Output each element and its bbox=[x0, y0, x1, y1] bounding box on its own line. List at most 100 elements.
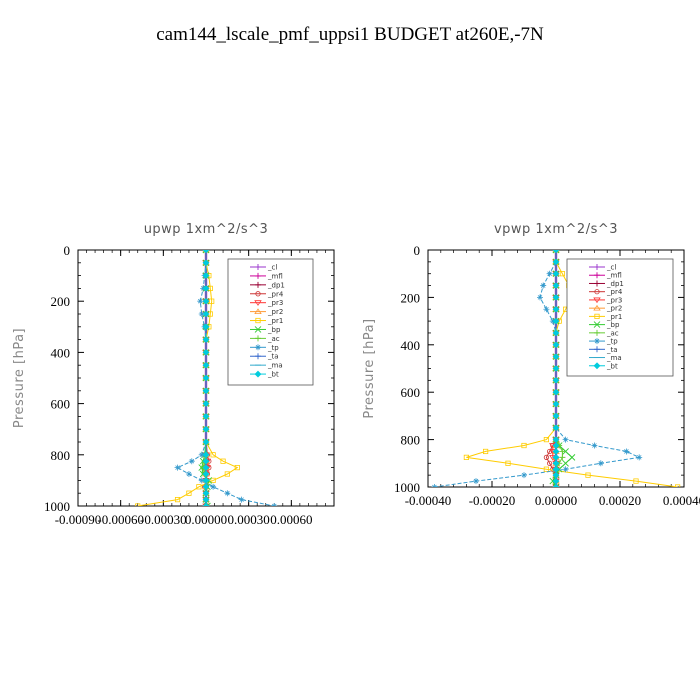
legend-entry: _bp bbox=[267, 326, 281, 334]
series-bt bbox=[202, 250, 210, 506]
data-point bbox=[552, 365, 560, 372]
y-tick-label: 400 bbox=[51, 345, 71, 360]
legend-entry: _ta bbox=[606, 346, 618, 354]
data-point bbox=[202, 284, 210, 292]
data-point bbox=[546, 270, 553, 277]
data-point bbox=[482, 448, 489, 455]
legend-marker bbox=[594, 346, 600, 353]
data-point bbox=[174, 496, 181, 503]
legend-marker bbox=[254, 308, 262, 315]
x-tick-label: -0.00040 bbox=[405, 493, 452, 508]
data-point bbox=[552, 424, 560, 432]
legend-entry: _ta bbox=[267, 353, 279, 361]
data-point bbox=[568, 454, 576, 461]
legend: _cl_mfl_dp1_pr4_pr3_pr2_pr1_bp_ac_tp_ta_… bbox=[227, 258, 314, 386]
data-point bbox=[202, 310, 210, 318]
data-point bbox=[552, 353, 560, 361]
data-point bbox=[202, 438, 210, 446]
data-point bbox=[210, 483, 217, 490]
legend-entry: _pr1 bbox=[606, 313, 622, 321]
legend-marker bbox=[593, 304, 601, 311]
data-point bbox=[202, 412, 210, 420]
data-point bbox=[209, 298, 215, 304]
data-point bbox=[202, 272, 210, 280]
data-point bbox=[210, 477, 216, 484]
data-point bbox=[174, 464, 181, 471]
y-tick-label: 400 bbox=[401, 338, 421, 353]
legend-entry: _bt bbox=[606, 362, 618, 370]
legend-entry: _cl bbox=[606, 264, 616, 272]
data-point bbox=[585, 472, 591, 478]
data-point bbox=[202, 259, 210, 267]
data-point bbox=[543, 454, 550, 460]
data-point bbox=[202, 361, 210, 369]
data-point bbox=[552, 376, 560, 384]
data-point bbox=[559, 448, 566, 455]
data-point bbox=[552, 293, 560, 301]
data-point bbox=[431, 484, 438, 487]
data-point bbox=[202, 502, 210, 506]
data-point bbox=[623, 448, 630, 455]
data-point bbox=[552, 305, 560, 313]
data-point bbox=[552, 483, 560, 487]
legend-entry: _tp bbox=[606, 338, 618, 346]
data-point bbox=[220, 458, 226, 464]
data-point bbox=[552, 483, 560, 487]
data-point bbox=[633, 478, 639, 484]
data-point bbox=[559, 454, 566, 461]
y-tick-label: 0 bbox=[414, 243, 421, 258]
legend-entry: _ma bbox=[606, 354, 622, 362]
data-point bbox=[202, 387, 210, 395]
y-tick-label: 200 bbox=[51, 294, 71, 309]
data-point bbox=[562, 436, 569, 443]
x-tick-label: 0.00000 bbox=[535, 493, 577, 508]
figure-title: cam144_lscale_pmf_uppsi1 BUDGET at260E,-… bbox=[156, 24, 544, 45]
data-point bbox=[552, 412, 560, 420]
y-tick-label: 200 bbox=[401, 290, 421, 305]
legend-marker bbox=[255, 344, 261, 351]
legend: _cl_mfl_dp1_pr4_pr3_pr2_pr1_bp_ac_tp_ta_… bbox=[566, 258, 674, 377]
legend-entry: _pr4 bbox=[267, 290, 284, 298]
legend-marker bbox=[255, 281, 261, 288]
data-point bbox=[552, 400, 560, 408]
data-point bbox=[202, 400, 210, 408]
data-point bbox=[537, 294, 543, 301]
x-tick-label: 0.00030 bbox=[228, 512, 270, 527]
legend-marker bbox=[593, 321, 601, 328]
data-point bbox=[234, 464, 240, 471]
x-tick-label: 0.00040 bbox=[663, 493, 700, 508]
x-tick-label: 0.00060 bbox=[270, 512, 312, 527]
legend-entry: _mfl bbox=[267, 272, 283, 280]
vpwp-panel: vpwp 1xm^2/s^3 Pressure [hPa] 0 200 400 600 80… bbox=[362, 222, 700, 508]
legend-entry: _cl bbox=[267, 264, 277, 272]
legend-entry: _bp bbox=[606, 321, 620, 329]
data-point bbox=[552, 250, 560, 254]
legend-marker bbox=[255, 317, 261, 324]
data-point bbox=[224, 490, 231, 497]
legend-marker bbox=[254, 300, 262, 306]
legend-entry: _dp1 bbox=[267, 281, 285, 289]
x-tick-label: -0.00060 bbox=[97, 512, 144, 527]
data-point bbox=[562, 466, 569, 473]
data-point bbox=[198, 477, 205, 484]
y-tick-label: 800 bbox=[51, 448, 71, 463]
y-tick-label: 600 bbox=[401, 385, 421, 400]
legend-marker bbox=[254, 326, 262, 333]
upwp-panel: upwp 1xm^2/s^3 Pressure [hPa] 0 200 400 600 80… bbox=[12, 222, 335, 527]
data-point bbox=[552, 258, 560, 266]
legend-marker bbox=[594, 289, 600, 295]
data-point bbox=[202, 374, 210, 382]
legend-marker bbox=[594, 313, 600, 319]
legend-entry: _pr3 bbox=[606, 296, 622, 304]
data-point bbox=[597, 460, 604, 467]
legend-marker bbox=[594, 329, 600, 336]
legend-marker bbox=[255, 353, 261, 360]
data-point bbox=[546, 460, 553, 466]
legend-entry: _pr1 bbox=[267, 317, 283, 325]
legend-box bbox=[227, 258, 314, 386]
x-tick-label: -0.00030 bbox=[140, 512, 187, 527]
data-point bbox=[135, 503, 141, 506]
legend-marker bbox=[254, 370, 262, 378]
data-point bbox=[591, 442, 598, 449]
